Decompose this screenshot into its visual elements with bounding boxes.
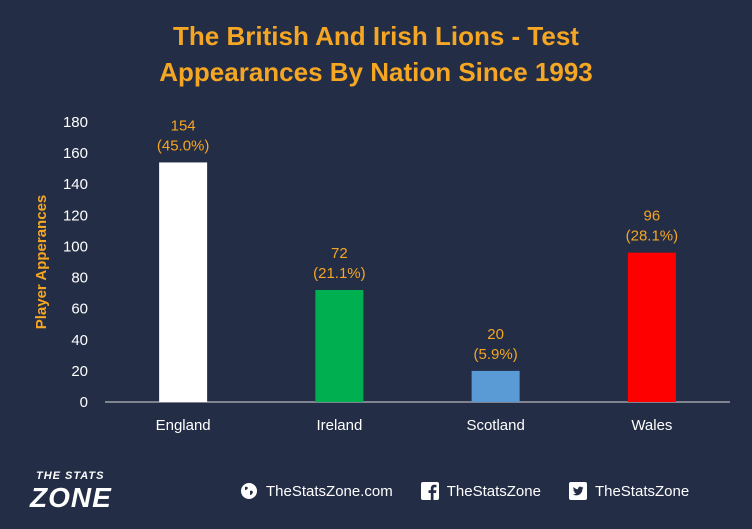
- twitter-link-text: TheStatsZone: [594, 482, 690, 500]
- website-link-text: TheStatsZone.com: [266, 482, 393, 500]
- data-label-value: 96: [644, 208, 661, 225]
- y-tick-label: 80: [71, 270, 88, 287]
- chart-title-line1: The British And Irish Lions - Test: [173, 21, 579, 51]
- bar-scotland: [471, 370, 520, 402]
- y-tick-label: 140: [63, 176, 88, 193]
- y-tick-label: 100: [63, 238, 88, 255]
- bar-chart: Player Apperances 0 20 40 60 80 100 120 140 160 1…: [33, 114, 730, 434]
- x-tick-label: Wales: [631, 417, 672, 434]
- facebook-link-text: TheStatsZone: [446, 482, 541, 500]
- data-label-value: 72: [331, 245, 348, 262]
- chart-title: The British And Irish Lions - Test Appea…: [0, 18, 752, 90]
- logo-main-text: ZONE: [30, 482, 112, 513]
- bar-england: [159, 162, 208, 402]
- y-tick-label: 60: [71, 301, 88, 318]
- footer: THE STATS ZONE TheStatsZone.com TheStats…: [0, 462, 752, 522]
- data-label-value: 20: [487, 326, 504, 343]
- facebook-icon: [420, 482, 439, 500]
- x-tick-label: Scotland: [466, 417, 524, 434]
- data-label-percent: (5.9%): [474, 346, 518, 363]
- data-label-percent: (21.1%): [313, 265, 366, 282]
- facebook-link[interactable]: TheStatsZone: [420, 482, 541, 500]
- bar-ireland: [315, 290, 364, 402]
- data-labels: 154 (45.0%) 72 (21.1%) 20 (5.9%) 96 (28.1%): [157, 117, 678, 362]
- logo-top-text: THE STATS: [36, 470, 105, 482]
- x-tick-label: England: [156, 417, 211, 434]
- twitter-link[interactable]: TheStatsZone: [568, 482, 690, 500]
- the-stats-zone-logo: THE STATS ZONE: [30, 468, 160, 516]
- bar-wales: [627, 252, 676, 402]
- twitter-icon: [568, 482, 587, 500]
- y-axis-title: Player Apperances: [33, 195, 50, 330]
- y-tick-label: 120: [63, 207, 88, 224]
- x-tick-label: Ireland: [316, 417, 362, 434]
- y-tick-label: 0: [80, 394, 88, 411]
- globe-icon: [241, 483, 257, 499]
- footer-links: TheStatsZone.com TheStatsZone TheStatsZo…: [240, 479, 689, 503]
- y-axis-ticks: 0 20 40 60 80 100 120 140 160 180: [63, 114, 88, 411]
- y-tick-label: 40: [71, 332, 88, 349]
- y-tick-label: 160: [63, 145, 88, 162]
- data-label-percent: (28.1%): [626, 228, 679, 245]
- website-link[interactable]: TheStatsZone.com: [240, 482, 393, 500]
- data-label-value: 154: [171, 117, 196, 134]
- chart-title-line2: Appearances By Nation Since 1993: [159, 57, 593, 87]
- data-label-percent: (45.0%): [157, 137, 210, 154]
- y-tick-label: 20: [71, 363, 88, 380]
- y-tick-label: 180: [63, 114, 88, 131]
- bars: [159, 162, 676, 402]
- category-labels: England Ireland Scotland Wales: [156, 417, 673, 434]
